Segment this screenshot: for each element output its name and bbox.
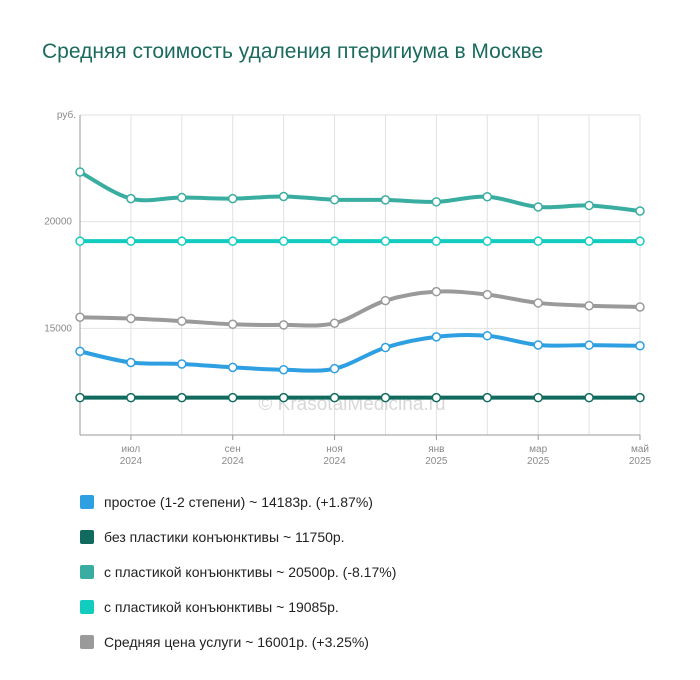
y-tick-label: 15000 xyxy=(44,323,72,334)
series-3-point xyxy=(177,236,187,246)
series-2-point xyxy=(431,197,442,207)
series-3-point xyxy=(533,236,543,246)
legend-label: Средняя цена услуги ~ 16001р. (+3.25%) xyxy=(104,633,369,650)
legend-item: Средняя цена услуги ~ 16001р. (+3.25%) xyxy=(80,624,640,659)
series-3-point xyxy=(75,236,85,246)
line-chart: руб.1500020000июл2024сен2024ноя2024янв20… xyxy=(44,109,652,467)
x-tick-label-month: июл xyxy=(122,444,141,455)
x-tick-label-year: 2024 xyxy=(222,456,245,467)
legend-label: с пластикой конъюнктивы ~ 20500р. (-8.17… xyxy=(104,563,397,580)
series-3-point xyxy=(635,236,645,246)
legend-item: с пластикой конъюнктивы ~ 19085р. xyxy=(80,589,640,624)
series-0-point xyxy=(278,364,289,375)
series-2-point xyxy=(533,202,543,212)
legend-item: с пластикой конъюнктивы ~ 20500р. (-8.17… xyxy=(80,554,640,589)
series-line-4 xyxy=(78,289,642,328)
x-tick-label-year: 2025 xyxy=(629,456,652,467)
x-tick-label-month: мар xyxy=(529,444,547,455)
legend-swatch xyxy=(80,564,94,579)
chart-title: Средняя стоимость удаления птеригиума в … xyxy=(42,40,544,63)
series-4-point xyxy=(533,298,543,308)
series-1-point xyxy=(75,392,85,403)
legend-swatch xyxy=(80,599,94,614)
series-0-point xyxy=(126,357,136,368)
series-1-point xyxy=(482,392,493,403)
series-1-point xyxy=(533,392,543,403)
series-1-point xyxy=(431,392,442,403)
legend-label: с пластикой конъюнктивы ~ 19085р. xyxy=(104,598,339,615)
x-tick-label-month: сен xyxy=(225,444,241,455)
series-0-point xyxy=(329,363,340,374)
series-3-point xyxy=(431,236,442,246)
series-4-point xyxy=(177,316,187,326)
series-0-point xyxy=(482,331,493,341)
legend-item: простое (1-2 степени) ~ 14183р. (+1.87%) xyxy=(80,484,640,519)
series-4-point xyxy=(227,319,238,330)
x-tick-label-month: май xyxy=(631,444,649,455)
series-1-point xyxy=(227,392,238,403)
x-tick-label-year: 2024 xyxy=(120,456,143,467)
series-3-point xyxy=(584,236,594,246)
series-4-point xyxy=(380,295,391,306)
series-0-point xyxy=(635,341,645,351)
series-2-point xyxy=(635,206,645,216)
series-3-point xyxy=(329,236,340,246)
series-2-point xyxy=(329,194,340,205)
legend-item: без пластики конъюнктивы ~ 11750р. xyxy=(80,519,640,554)
legend-swatch xyxy=(80,634,94,649)
series-1-point xyxy=(278,392,289,403)
series-0-point xyxy=(584,340,594,350)
series-3-point xyxy=(380,236,391,246)
legend-label: без пластики конъюнктивы ~ 11750р. xyxy=(104,528,345,545)
y-tick-label: 20000 xyxy=(44,217,72,228)
series-0-point xyxy=(431,332,442,342)
series-1-point xyxy=(584,392,594,403)
series-1-point xyxy=(329,392,340,403)
series-4-point xyxy=(329,318,340,328)
series-3-point xyxy=(278,236,289,246)
series-2-point xyxy=(584,200,594,211)
series-1-point xyxy=(126,392,136,403)
series-2-point xyxy=(278,191,289,202)
x-tick-label-year: 2024 xyxy=(323,456,346,467)
series-line-2 xyxy=(78,169,642,213)
series-1-point xyxy=(177,392,187,403)
series-3-point xyxy=(126,236,136,246)
series-0-point xyxy=(533,340,543,350)
series-4-point xyxy=(482,289,493,300)
series-2-point xyxy=(177,192,187,203)
series-4-point xyxy=(635,302,645,312)
legend-swatch xyxy=(80,529,94,544)
x-tick-label-year: 2025 xyxy=(527,456,550,467)
series-2-point xyxy=(380,195,391,205)
series-4-point xyxy=(431,286,442,297)
series-1-point xyxy=(635,392,645,403)
legend-label: простое (1-2 степени) ~ 14183р. (+1.87%) xyxy=(104,493,373,510)
series-0-point xyxy=(227,362,238,373)
series-4-point xyxy=(584,300,594,311)
series-line-0 xyxy=(78,333,642,373)
y-unit-label: руб. xyxy=(57,109,76,121)
series-1-point xyxy=(380,392,391,403)
series-0-point xyxy=(75,346,85,357)
x-tick-label-month: ноя xyxy=(326,444,343,455)
series-0-point xyxy=(380,342,391,353)
x-tick-label-year: 2025 xyxy=(425,456,448,467)
series-3-point xyxy=(227,236,238,246)
series-0-point xyxy=(177,359,187,369)
x-tick-label-month: янв xyxy=(428,444,444,455)
series-2-point xyxy=(75,167,85,177)
series-2-point xyxy=(126,193,136,204)
series-4-point xyxy=(126,313,136,324)
series-3-point xyxy=(482,236,493,246)
series-4-point xyxy=(75,312,85,322)
chart-legend: простое (1-2 степени) ~ 14183р. (+1.87%)… xyxy=(80,484,640,659)
series-2-point xyxy=(227,193,238,204)
legend-swatch xyxy=(80,494,94,509)
series-2-point xyxy=(482,191,493,202)
series-4-point xyxy=(278,320,289,330)
